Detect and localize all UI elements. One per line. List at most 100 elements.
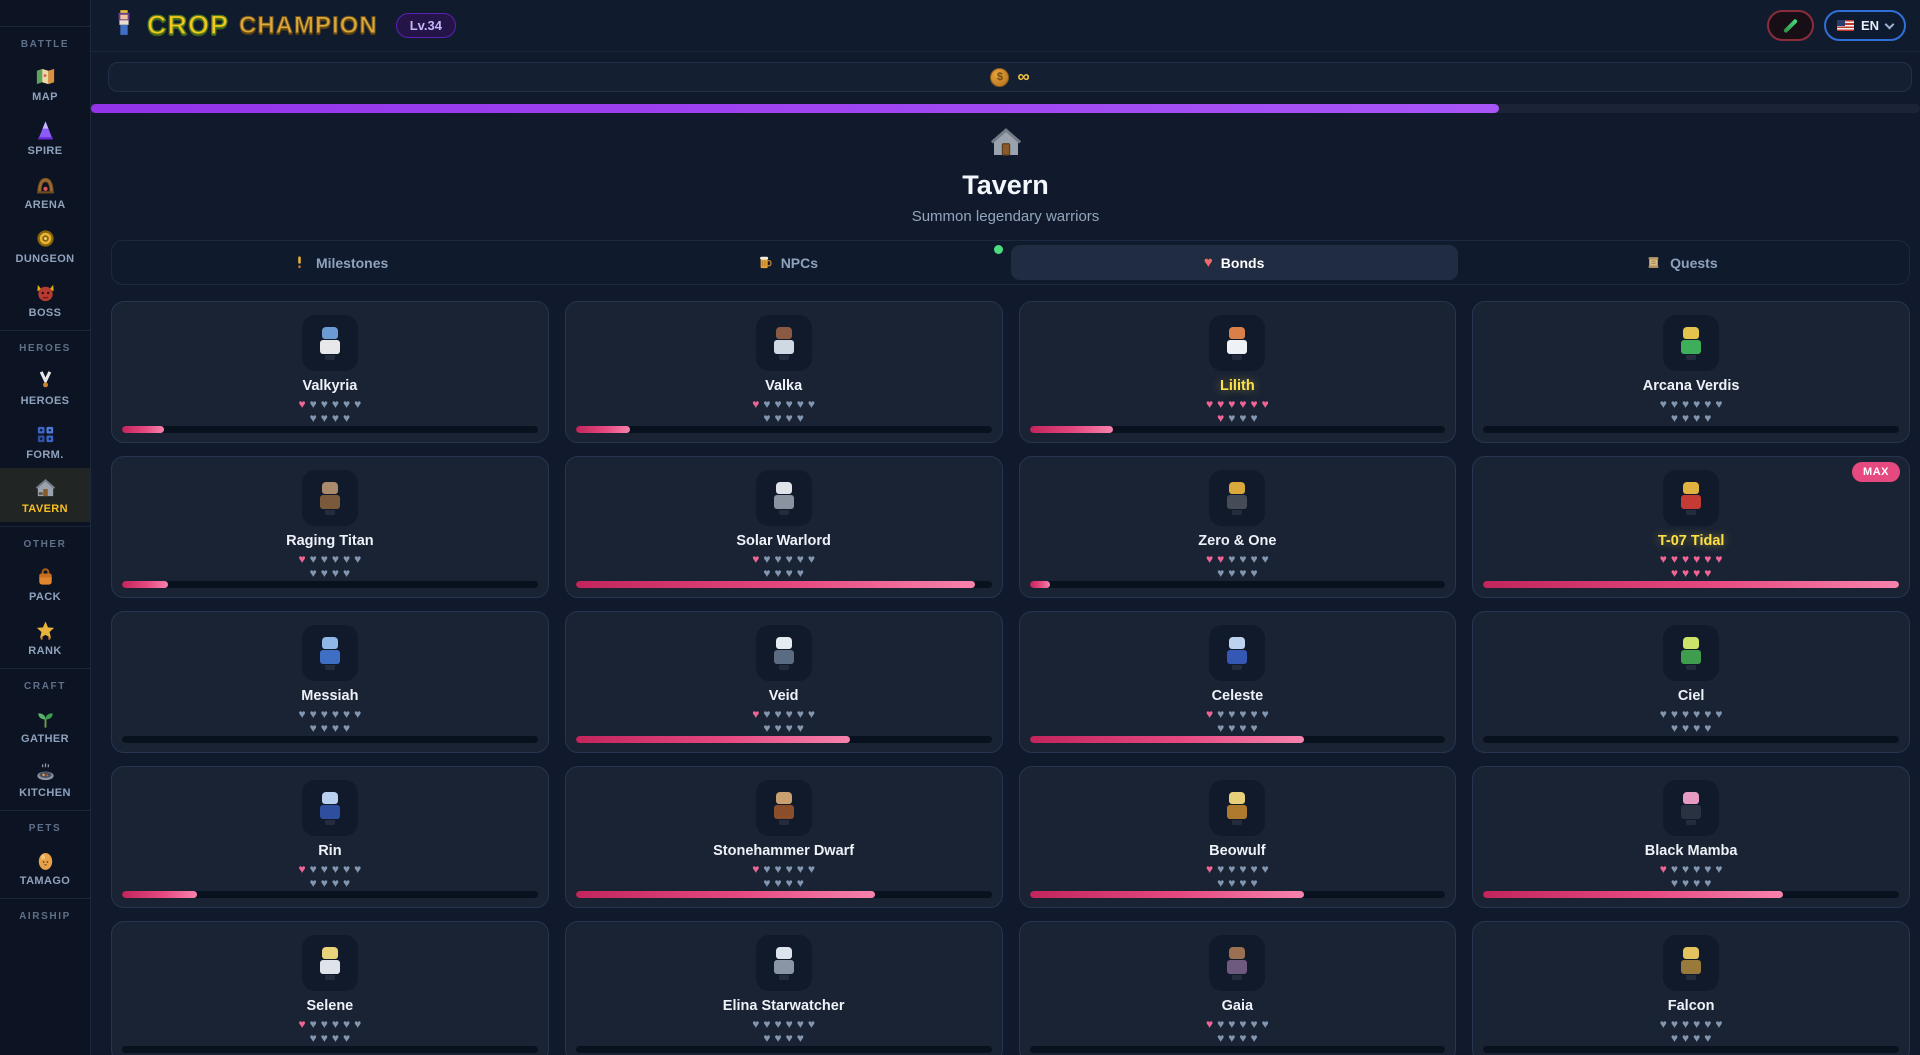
heart-icon: ♥ <box>1670 707 1678 721</box>
bond-hearts: ♥ ♥ ♥ ♥ ♥ ♥ ♥ ♥ ♥ ♥ <box>299 398 362 424</box>
sidebar-item-boss[interactable]: BOSS <box>0 272 90 326</box>
bond-hearts: ♥ ♥ ♥ ♥ ♥ ♥ ♥ ♥ ♥ ♥ <box>299 553 362 579</box>
sidebar-item-map[interactable]: MAP <box>0 56 90 110</box>
character-card-messiah[interactable]: Messiah ♥ ♥ ♥ ♥ ♥ ♥ ♥ ♥ ♥ ♥ <box>111 611 549 753</box>
heart-icon: ♥ <box>320 397 328 411</box>
character-card-ciel[interactable]: Ciel ♥ ♥ ♥ ♥ ♥ ♥ ♥ ♥ ♥ ♥ <box>1472 611 1910 753</box>
avatar <box>301 625 358 681</box>
heart-icon: ♥ <box>1228 862 1236 876</box>
tab-label: Milestones <box>315 254 389 271</box>
heart-icon: ♥ <box>1206 1017 1214 1031</box>
tab-bar: Milestones NPCs ♥ Bonds Quests <box>111 240 1910 285</box>
sidebar-item-tamago[interactable]: TAMAGO <box>0 840 90 894</box>
character-card-rin[interactable]: Rin ♥ ♥ ♥ ♥ ♥ ♥ ♥ ♥ ♥ ♥ <box>111 766 549 908</box>
mug-icon <box>756 254 773 271</box>
tab-quests[interactable]: Quests <box>1458 245 1905 280</box>
heart-icon: ♥ <box>1228 411 1236 425</box>
heart-icon: ♥ <box>1693 876 1701 890</box>
sidebar-item-tavern[interactable]: TAVERN <box>0 468 90 522</box>
bond-progress-track <box>122 891 538 898</box>
heart-icon: ♥ <box>763 566 771 580</box>
bond-progress-track <box>1483 1046 1899 1053</box>
heart-icon: ♥ <box>309 1017 317 1031</box>
character-card-valkyria[interactable]: Valkyria ♥ ♥ ♥ ♥ ♥ ♥ ♥ ♥ ♥ ♥ <box>111 301 549 443</box>
sidebar-item-pack[interactable]: PACK <box>0 556 90 610</box>
sidebar-item-arena[interactable]: ARENA <box>0 164 90 218</box>
heart-icon: ♥ <box>354 397 362 411</box>
map-icon <box>34 65 57 88</box>
heart-icon: ♥ <box>343 1017 351 1031</box>
character-card-beowulf[interactable]: Beowulf ♥ ♥ ♥ ♥ ♥ ♥ ♥ ♥ ♥ ♥ <box>1018 766 1457 908</box>
heart-icon: ♥ <box>1670 397 1678 411</box>
heart-icon: ♥ <box>1206 862 1214 876</box>
tab-npcs[interactable]: NPCs <box>563 245 1010 280</box>
character-card-valka[interactable]: Valka ♥ ♥ ♥ ♥ ♥ ♥ ♥ ♥ ♥ ♥ <box>564 301 1003 443</box>
sidebar-item-dungeon[interactable]: DUNGEON <box>0 218 90 272</box>
sidebar-item-label: FORM. <box>26 449 64 461</box>
heart-icon: ♥ <box>796 862 804 876</box>
heart-icon: ♥ <box>763 1017 771 1031</box>
character-name: Falcon <box>1667 998 1715 1014</box>
heart-icon: ♥ <box>796 1017 804 1031</box>
character-name: Celeste <box>1211 688 1264 704</box>
character-sprite-icon <box>1681 481 1702 515</box>
heart-icon: ♥ <box>331 862 339 876</box>
avatar <box>301 780 358 836</box>
heart-icon: ♥ <box>785 566 793 580</box>
sidebar-item-label: PACK <box>29 591 61 603</box>
character-card-falcon[interactable]: Falcon ♥ ♥ ♥ ♥ ♥ ♥ ♥ ♥ ♥ ♥ <box>1472 921 1910 1055</box>
tab-milestones[interactable]: Milestones <box>116 245 563 280</box>
heart-icon: ♥ <box>1670 862 1678 876</box>
character-card-gaia[interactable]: Gaia ♥ ♥ ♥ ♥ ♥ ♥ ♥ ♥ ♥ ♥ <box>1018 921 1457 1055</box>
sidebar-item-label: TAMAGO <box>19 875 71 887</box>
tab-bonds[interactable]: ♥ Bonds <box>993 245 1458 280</box>
character-card-stonehammer-dwarf[interactable]: Stonehammer Dwarf ♥ ♥ ♥ ♥ ♥ ♥ ♥ ♥ ♥ ♥ <box>564 766 1003 908</box>
heart-icon: ♥ <box>1206 397 1214 411</box>
sidebar-item-heroes[interactable]: HEROES <box>0 360 90 414</box>
avatar <box>301 935 358 991</box>
gather-icon <box>34 707 57 730</box>
heart-icon: ♥ <box>1228 707 1236 721</box>
character-sprite-icon <box>773 791 794 825</box>
character-card-raging-titan[interactable]: Raging Titan ♥ ♥ ♥ ♥ ♥ ♥ ♥ ♥ ♥ ♥ <box>111 456 549 598</box>
avatar <box>1663 625 1720 681</box>
heart-icon: ♥ <box>309 552 317 566</box>
chevron-down-icon <box>1884 19 1895 29</box>
character-card-lilith[interactable]: Lilith ♥ ♥ ♥ ♥ ♥ ♥ ♥ ♥ ♥ ♥ <box>1018 301 1457 443</box>
character-card-elina-starwatcher[interactable]: Elina Starwatcher ♥ ♥ ♥ ♥ ♥ ♥ ♥ ♥ ♥ ♥ <box>564 921 1003 1055</box>
heart-icon: ♥ <box>1659 707 1667 721</box>
logo-text-crop: CROP <box>146 9 230 40</box>
language-selector[interactable]: EN <box>1823 10 1906 41</box>
character-card-solar-warlord[interactable]: Solar Warlord ♥ ♥ ♥ ♥ ♥ ♥ ♥ ♥ ♥ ♥ <box>564 456 1003 598</box>
top-progress-track <box>91 104 1920 113</box>
coin-icon: $ <box>990 67 1010 87</box>
page-header: Tavern Summon legendary warriors <box>91 125 1920 225</box>
sidebar-item-rank[interactable]: RANK <box>0 610 90 664</box>
heart-icon: ♥ <box>1206 707 1214 721</box>
character-card-black-mamba[interactable]: Black Mamba ♥ ♥ ♥ ♥ ♥ ♥ ♥ ♥ ♥ ♥ <box>1472 766 1910 908</box>
bond-progress-track <box>575 581 992 588</box>
heart-icon: ♥ <box>774 876 782 890</box>
heart-icon: ♥ <box>1239 552 1247 566</box>
heart-icon: ♥ <box>1228 876 1236 890</box>
bond-progress-track <box>1029 1046 1446 1053</box>
character-card-zero-one[interactable]: Zero & One ♥ ♥ ♥ ♥ ♥ ♥ ♥ ♥ ♥ ♥ <box>1018 456 1457 598</box>
sidebar-item-kitchen[interactable]: KITCHEN <box>0 752 90 806</box>
avatar <box>755 315 812 371</box>
edit-button[interactable] <box>1766 10 1814 41</box>
sidebar-section-header: CRAFT <box>24 681 66 692</box>
character-grid: Valkyria ♥ ♥ ♥ ♥ ♥ ♥ ♥ ♥ ♥ ♥ Valka ♥ ♥ ♥ ♥ ♥ ♥ ♥ ♥ ♥ ♥ Lilith ♥… <box>111 301 1910 1055</box>
heart-icon: ♥ <box>796 411 804 425</box>
character-card-selene[interactable]: Selene ♥ ♥ ♥ ♥ ♥ ♥ ♥ ♥ ♥ ♥ <box>111 921 549 1055</box>
scroll-icon <box>1645 254 1662 271</box>
sidebar-item-label: HEROES <box>20 395 70 407</box>
character-card-t-07-tidal[interactable]: MAX T-07 Tidal ♥ ♥ ♥ ♥ ♥ ♥ ♥ ♥ ♥ ♥ <box>1472 456 1910 598</box>
bond-progress-track <box>1483 426 1899 433</box>
character-card-arcana-verdis[interactable]: Arcana Verdis ♥ ♥ ♥ ♥ ♥ ♥ ♥ ♥ ♥ ♥ <box>1472 301 1910 443</box>
sidebar-item-spire[interactable]: SPIRE <box>0 110 90 164</box>
character-card-veid[interactable]: Veid ♥ ♥ ♥ ♥ ♥ ♥ ♥ ♥ ♥ ♥ <box>564 611 1003 753</box>
character-card-celeste[interactable]: Celeste ♥ ♥ ♥ ♥ ♥ ♥ ♥ ♥ ♥ ♥ <box>1018 611 1457 753</box>
sidebar-item-form[interactable]: FORM. <box>0 414 90 468</box>
bond-progress-track <box>1483 736 1899 743</box>
sidebar-item-gather[interactable]: GATHER <box>0 698 90 752</box>
